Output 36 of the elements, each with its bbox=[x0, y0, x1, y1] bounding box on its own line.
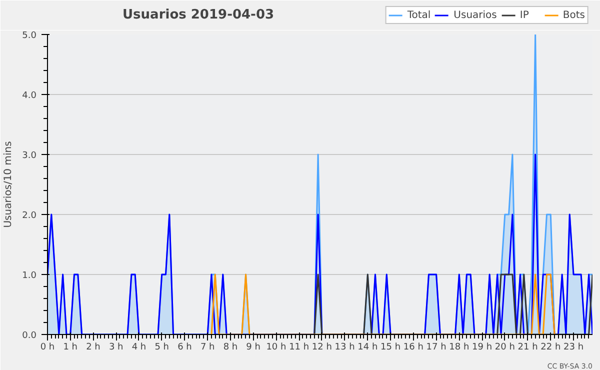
y-tick-label: 1.0 bbox=[22, 271, 37, 281]
x-tick-label: 11 h bbox=[289, 342, 310, 352]
x-tick-label: 3 h bbox=[108, 342, 124, 352]
x-tick-label: 9 h bbox=[246, 342, 260, 352]
y-tick-label: 2.0 bbox=[22, 211, 37, 221]
x-tick-label: 4 h bbox=[132, 342, 146, 352]
x-tick-label: 16 h bbox=[403, 342, 424, 352]
y-tick-label: 4.0 bbox=[22, 91, 37, 101]
x-tick-label: 21 h bbox=[518, 342, 538, 352]
y-axis-title: Usuarios/10 mins bbox=[3, 141, 14, 228]
x-tick-label: 12 h bbox=[312, 342, 332, 352]
x-tick-label: 17 h bbox=[426, 342, 446, 352]
x-tick-label: 18 h bbox=[449, 342, 470, 352]
x-tick-label: 10 h bbox=[266, 342, 286, 352]
x-tick-label: 1 h bbox=[63, 342, 78, 352]
legend-label: Total bbox=[407, 9, 431, 21]
x-tick-label: 2 h bbox=[86, 342, 100, 352]
chart-title: Usuarios 2019-04-03 bbox=[122, 8, 274, 22]
x-tick-label: 23 h bbox=[564, 342, 584, 352]
x-tick-label: 14 h bbox=[358, 342, 378, 352]
x-tick-label: 5 h bbox=[154, 342, 170, 352]
x-tick-label: 8 h bbox=[223, 342, 238, 352]
x-tick-label: 13 h bbox=[334, 342, 355, 352]
legend-label: Usuarios bbox=[454, 9, 497, 21]
x-tick-label: 7 h bbox=[200, 342, 215, 352]
x-tick-label: 20 h bbox=[494, 342, 515, 352]
y-tick-label: 3.0 bbox=[22, 151, 37, 161]
legend-label: IP bbox=[520, 9, 530, 21]
x-tick-label: 19 h bbox=[472, 342, 492, 352]
y-tick-label: 5.0 bbox=[22, 31, 37, 41]
x-tick-label: 0 h bbox=[40, 342, 55, 352]
x-tick-label: 6 h bbox=[178, 342, 192, 352]
legend-label: Bots bbox=[562, 9, 585, 21]
x-tick-label: 22 h bbox=[540, 342, 561, 352]
x-tick-label: 15 h bbox=[380, 342, 401, 352]
y-tick-label: 0.0 bbox=[22, 331, 37, 341]
